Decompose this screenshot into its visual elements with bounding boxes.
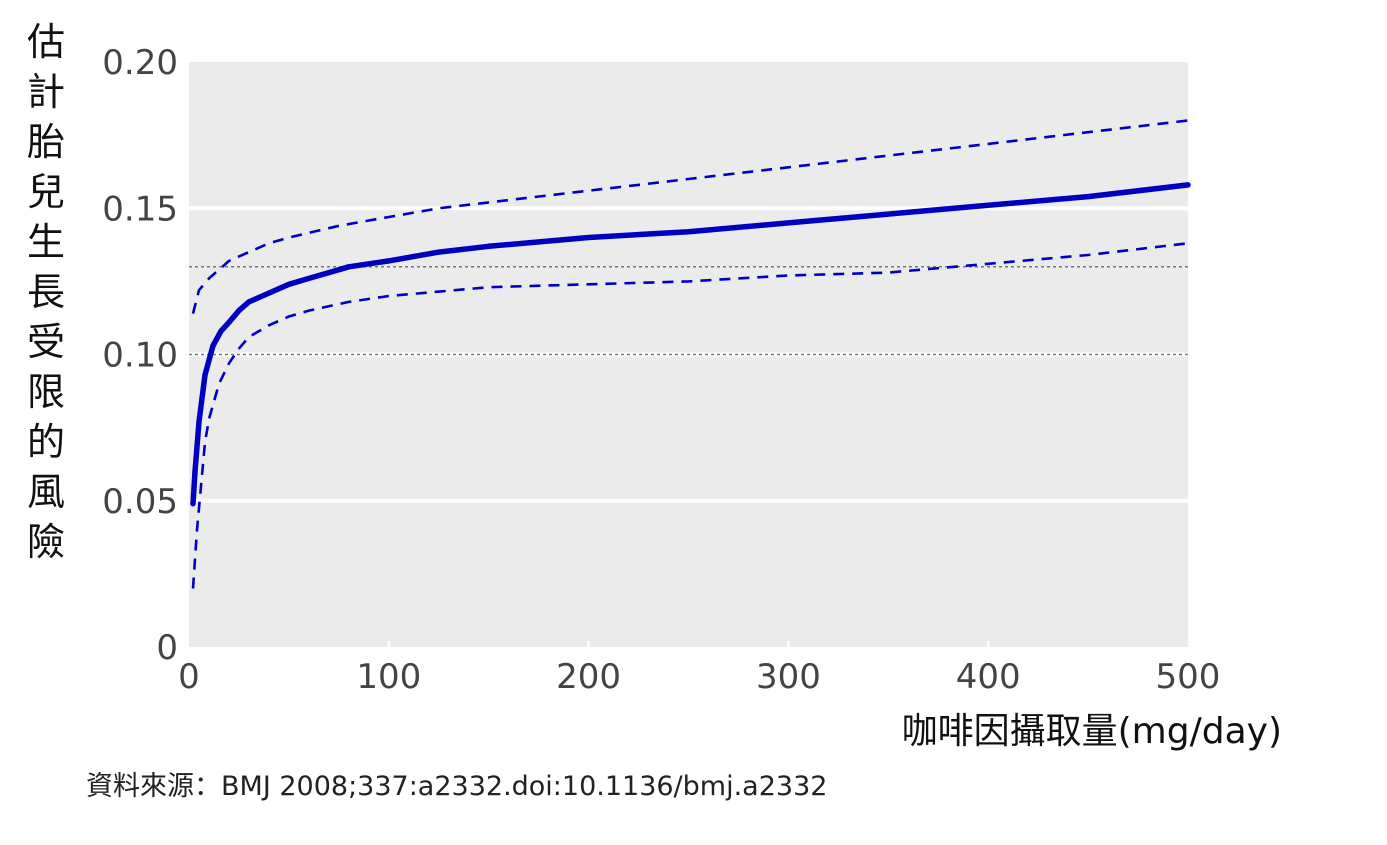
y-axis-label-char: 風 <box>27 470 65 514</box>
y-tick-label-2: 0.10 <box>102 336 178 376</box>
y-axis-label-char: 計 <box>27 70 65 114</box>
x-tick-label-0: 0 <box>178 657 200 697</box>
y-tick-label-1: 0.05 <box>102 482 178 522</box>
y-axis-label-char: 胎 <box>27 120 65 164</box>
x-tick-label-4: 400 <box>956 657 1021 697</box>
x-tick-label-2: 200 <box>556 657 621 697</box>
y-tick-label-0: 0 <box>156 628 178 668</box>
x-tick-label-5: 500 <box>1156 657 1221 697</box>
x-tick-label-3: 300 <box>756 657 821 697</box>
x-axis-label: 咖啡因攝取量(mg/day) <box>902 711 1282 752</box>
y-tick-labels: 0 0.05 0.10 0.15 0.20 <box>102 43 178 668</box>
series-line-0 <box>190 182 1191 507</box>
series-line-2 <box>191 242 1189 589</box>
series-group <box>190 119 1191 589</box>
y-axis-label-char: 生 <box>27 220 65 264</box>
y-axis-label-char: 兒 <box>27 170 65 214</box>
reference-lines <box>189 265 1188 356</box>
y-axis-label-char: 險 <box>27 520 65 564</box>
x-tick-labels: 0 100 200 300 400 500 <box>178 657 1220 697</box>
y-axis-label-char: 估 <box>27 20 65 64</box>
y-axis-label-char: 的 <box>27 420 65 464</box>
y-tick-label-4: 0.20 <box>102 43 178 83</box>
y-axis-label-char: 長 <box>27 270 65 314</box>
x-tick-label-1: 100 <box>356 657 421 697</box>
series-line-1 <box>191 119 1189 314</box>
y-axis-label-char: 限 <box>27 370 65 414</box>
source-citation: 資料來源：BMJ 2008;337:a2332.doi:10.1136/bmj.… <box>86 771 827 802</box>
y-axis-label-char: 受 <box>27 320 65 364</box>
y-tick-label-3: 0.15 <box>102 189 178 229</box>
